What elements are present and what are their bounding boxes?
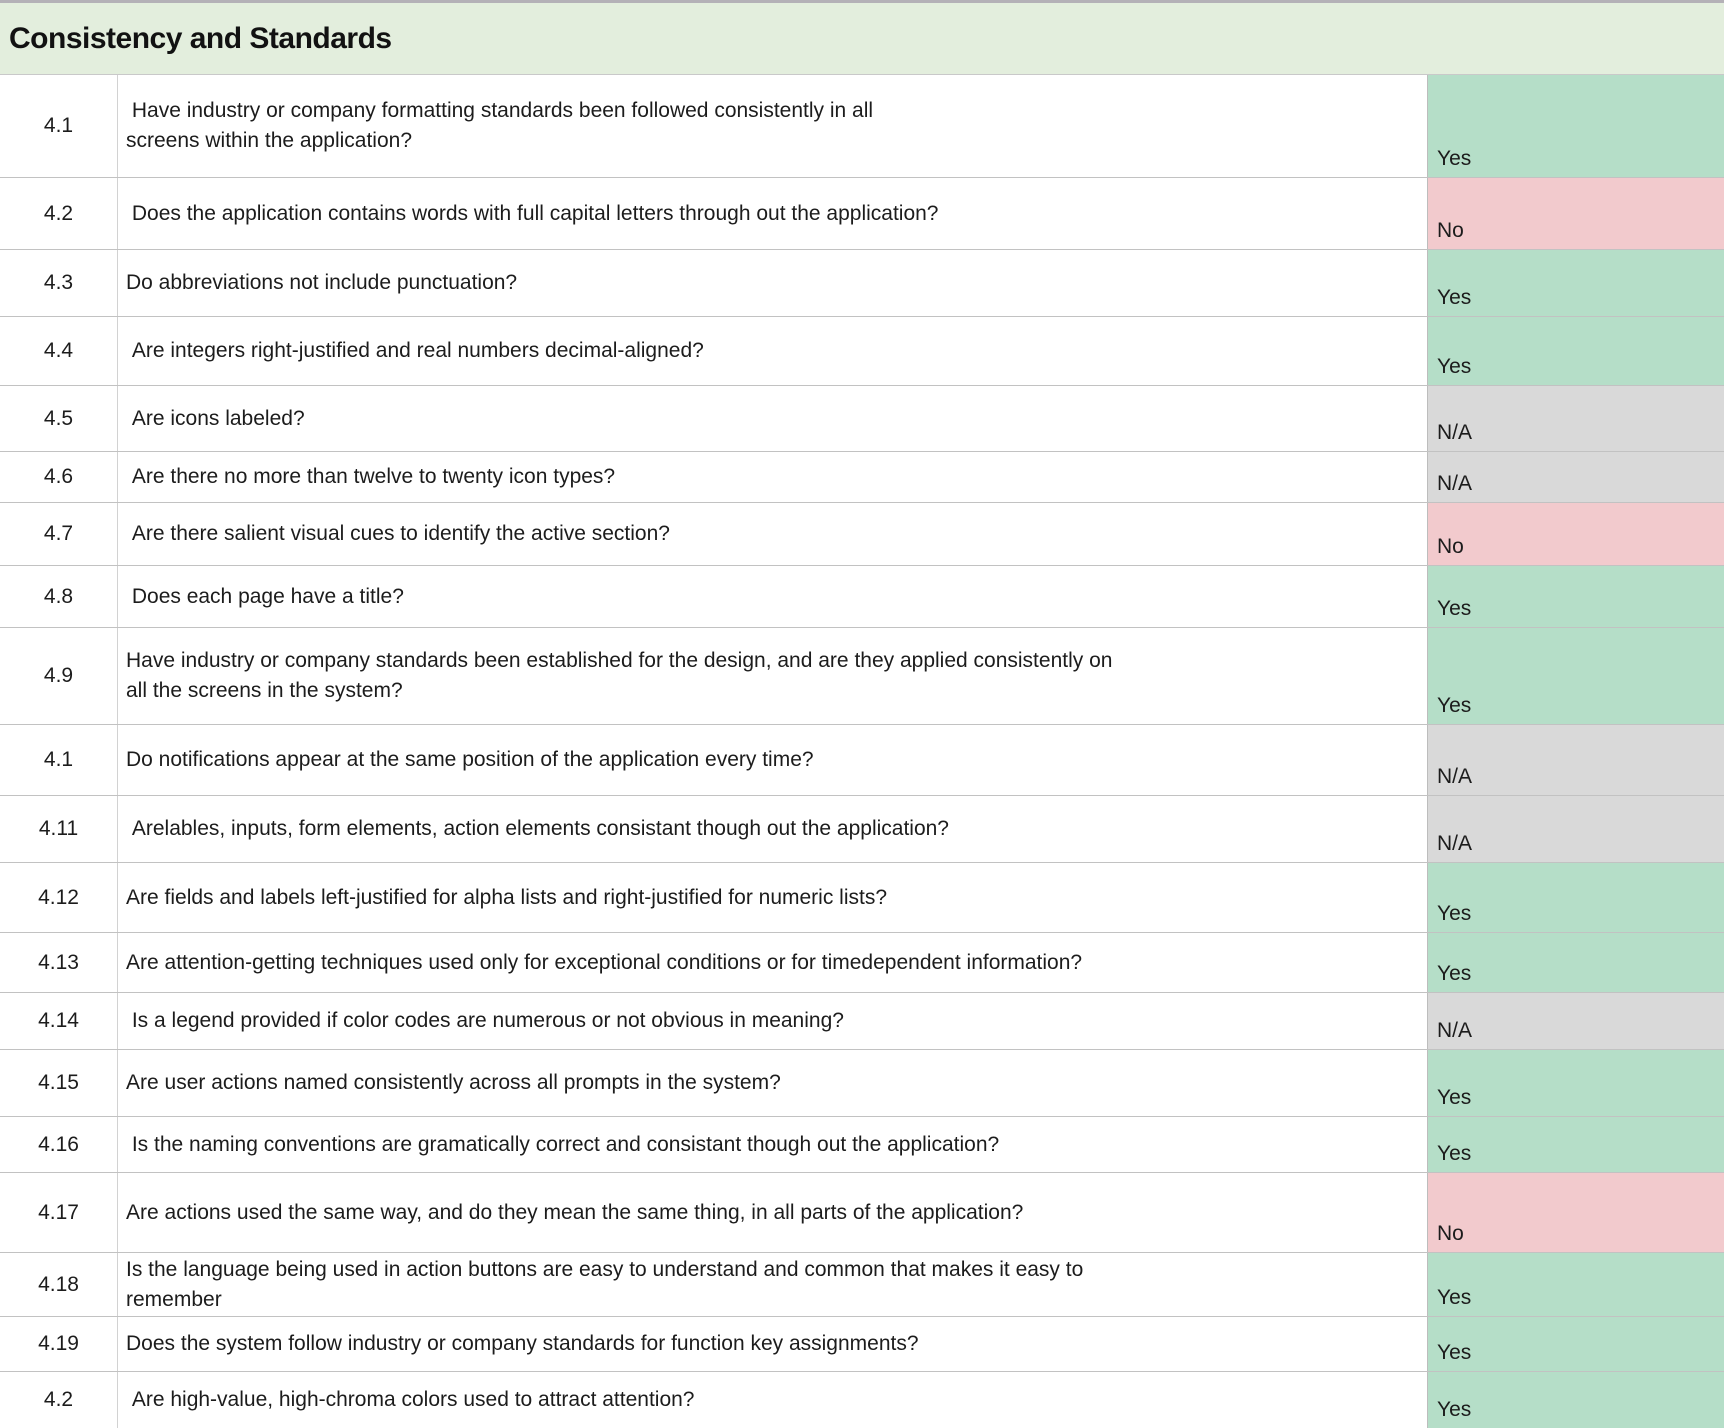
table-row: 4.14 Is a legend provided if color codes… — [0, 993, 1724, 1050]
answer-cell[interactable]: Yes — [1428, 628, 1724, 724]
row-number-cell[interactable]: 4.14 — [0, 993, 118, 1049]
question-cell[interactable]: Do abbreviations not include punctuation… — [118, 250, 1428, 316]
answer-cell[interactable]: Yes — [1428, 1372, 1724, 1428]
row-number-cell[interactable]: 4.17 — [0, 1173, 118, 1252]
section-title: Consistency and Standards — [9, 21, 392, 55]
answer-cell[interactable]: N/A — [1428, 993, 1724, 1049]
row-number-cell[interactable]: 4.19 — [0, 1317, 118, 1371]
question-cell[interactable]: Does the system follow industry or compa… — [118, 1317, 1428, 1371]
table-row: 4.16 Is the naming conventions are grama… — [0, 1117, 1724, 1173]
table-row: 4.2 Does the application contains words … — [0, 178, 1724, 250]
row-number-cell[interactable]: 4.18 — [0, 1253, 118, 1316]
table-row: 4.1 Have industry or company formatting … — [0, 75, 1724, 178]
question-cell[interactable]: Does each page have a title? — [118, 566, 1428, 627]
table-row: 4.2 Are high-value, high-chroma colors u… — [0, 1372, 1724, 1428]
question-cell[interactable]: Are fields and labels left-justified for… — [118, 863, 1428, 932]
row-number-cell[interactable]: 4.4 — [0, 317, 118, 385]
answer-cell[interactable]: N/A — [1428, 796, 1724, 862]
question-cell[interactable]: Is the naming conventions are gramatical… — [118, 1117, 1428, 1172]
question-cell[interactable]: Are attention-getting techniques used on… — [118, 933, 1428, 992]
table-row: 4.9 Have industry or company standards b… — [0, 628, 1724, 725]
question-cell[interactable]: Have industry or company formatting stan… — [118, 75, 1428, 177]
answer-cell[interactable]: No — [1428, 1173, 1724, 1252]
question-cell[interactable]: Is a legend provided if color codes are … — [118, 993, 1428, 1049]
row-number-cell[interactable]: 4.2 — [0, 178, 118, 249]
row-number-cell[interactable]: 4.9 — [0, 628, 118, 724]
question-cell[interactable]: Are high-value, high-chroma colors used … — [118, 1372, 1428, 1428]
answer-cell[interactable]: Yes — [1428, 317, 1724, 385]
answer-cell[interactable]: N/A — [1428, 386, 1724, 451]
question-cell[interactable]: Are user actions named consistently acro… — [118, 1050, 1428, 1116]
question-cell[interactable]: Are icons labeled? — [118, 386, 1428, 451]
answer-cell[interactable]: Yes — [1428, 566, 1724, 627]
table-row: 4.11 Arelables, inputs, form elements, a… — [0, 796, 1724, 863]
row-number-cell[interactable]: 4.5 — [0, 386, 118, 451]
answer-cell[interactable]: Yes — [1428, 863, 1724, 932]
row-number-cell[interactable]: 4.13 — [0, 933, 118, 992]
answer-cell[interactable]: Yes — [1428, 933, 1724, 992]
table-row: 4.19 Does the system follow industry or … — [0, 1317, 1724, 1372]
question-cell[interactable]: Are there no more than twelve to twenty … — [118, 452, 1428, 502]
row-number-cell[interactable]: 4.3 — [0, 250, 118, 316]
table-row: 4.5 Are icons labeled? N/A — [0, 386, 1724, 452]
table-row: 4.17 Are actions used the same way, and … — [0, 1173, 1724, 1253]
answer-cell[interactable]: Yes — [1428, 250, 1724, 316]
table-row: 4.1 Do notifications appear at the same … — [0, 725, 1724, 796]
question-cell[interactable]: Do notifications appear at the same posi… — [118, 725, 1428, 795]
row-number-cell[interactable]: 4.2 — [0, 1372, 118, 1428]
row-number-cell[interactable]: 4.6 — [0, 452, 118, 502]
row-number-cell[interactable]: 4.16 — [0, 1117, 118, 1172]
question-cell[interactable]: Is the language being used in action but… — [118, 1253, 1428, 1316]
table-row: 4.15 Are user actions named consistently… — [0, 1050, 1724, 1117]
question-cell[interactable]: Are integers right-justified and real nu… — [118, 317, 1428, 385]
question-cell[interactable]: Are there salient visual cues to identif… — [118, 503, 1428, 565]
table-row: 4.3 Do abbreviations not include punctua… — [0, 250, 1724, 317]
answer-cell[interactable]: Yes — [1428, 75, 1724, 177]
table-row: 4.6 Are there no more than twelve to twe… — [0, 452, 1724, 503]
answer-cell[interactable]: No — [1428, 503, 1724, 565]
answer-cell[interactable]: N/A — [1428, 725, 1724, 795]
table-row: 4.4 Are integers right-justified and rea… — [0, 317, 1724, 386]
row-number-cell[interactable]: 4.15 — [0, 1050, 118, 1116]
row-number-cell[interactable]: 4.1 — [0, 75, 118, 177]
table-row: 4.13 Are attention-getting techniques us… — [0, 933, 1724, 993]
answer-cell[interactable]: Yes — [1428, 1050, 1724, 1116]
row-number-cell[interactable]: 4.8 — [0, 566, 118, 627]
answer-cell[interactable]: No — [1428, 178, 1724, 249]
question-cell[interactable]: Are actions used the same way, and do th… — [118, 1173, 1428, 1252]
table-row: 4.18 Is the language being used in actio… — [0, 1253, 1724, 1317]
answer-cell[interactable]: N/A — [1428, 452, 1724, 502]
table-row: 4.7 Are there salient visual cues to ide… — [0, 503, 1724, 566]
answer-cell[interactable]: Yes — [1428, 1117, 1724, 1172]
question-cell[interactable]: Does the application contains words with… — [118, 178, 1428, 249]
row-number-cell[interactable]: 4.1 — [0, 725, 118, 795]
table-row: 4.8 Does each page have a title? Yes — [0, 566, 1724, 628]
row-number-cell[interactable]: 4.12 — [0, 863, 118, 932]
row-number-cell[interactable]: 4.7 — [0, 503, 118, 565]
question-cell[interactable]: Have industry or company standards been … — [118, 628, 1428, 724]
row-number-cell[interactable]: 4.11 — [0, 796, 118, 862]
question-cell[interactable]: Arelables, inputs, form elements, action… — [118, 796, 1428, 862]
answer-cell[interactable]: Yes — [1428, 1317, 1724, 1371]
section-header: Consistency and Standards — [0, 3, 1724, 75]
table-row: 4.12 Are fields and labels left-justifie… — [0, 863, 1724, 933]
answer-cell[interactable]: Yes — [1428, 1253, 1724, 1316]
